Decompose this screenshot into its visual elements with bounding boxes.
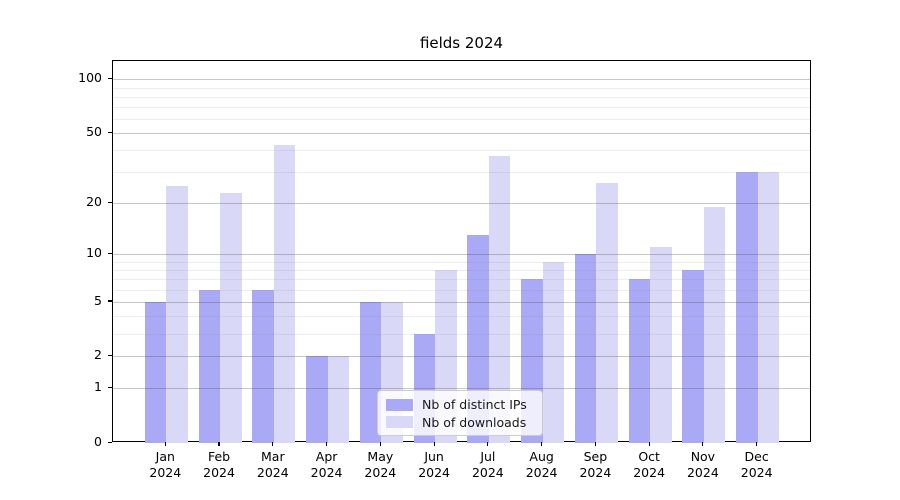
bar-downloads — [542, 261, 565, 443]
bar-distinct-ips — [736, 172, 758, 443]
minor-gridline — [113, 87, 811, 89]
y-tick-label: 0 — [94, 434, 102, 449]
x-tick-mark — [541, 442, 543, 446]
minor-gridline — [113, 96, 811, 98]
bar-distinct-ips — [198, 289, 221, 443]
bar-distinct-ips — [144, 301, 167, 443]
y-tick-mark — [107, 354, 112, 357]
bar-distinct-ips — [628, 279, 651, 443]
bar-distinct-ips — [359, 301, 382, 443]
minor-gridline — [113, 107, 811, 109]
major-gridline — [113, 203, 811, 205]
y-tick-mark — [107, 300, 112, 302]
legend-item: Nb of distinct IPs — [386, 396, 534, 414]
legend: Nb of distinct IPs Nb of downloads — [377, 390, 543, 436]
minor-gridline — [113, 172, 811, 174]
y-tick-mark — [107, 441, 112, 443]
x-tick-label: Jan 2024 — [149, 449, 182, 480]
x-tick-mark — [594, 442, 596, 446]
bar-downloads — [757, 172, 780, 443]
chart-title: fields 2024 — [419, 34, 504, 52]
y-tick-label: 1 — [94, 379, 102, 395]
plot-area — [112, 60, 812, 443]
y-tick-mark — [107, 252, 112, 254]
y-tick-label: 20 — [86, 194, 102, 210]
x-tick-mark — [164, 442, 166, 446]
x-tick-mark — [325, 442, 328, 446]
x-tick-mark — [702, 442, 704, 446]
bar-downloads — [327, 356, 350, 443]
x-tick-label: May 2024 — [364, 449, 397, 480]
major-gridline — [113, 79, 811, 81]
bar-downloads — [273, 144, 296, 443]
x-tick-label: Oct 2024 — [633, 449, 666, 480]
x-tick-label: Feb 2024 — [203, 449, 235, 480]
bar-distinct-ips — [306, 356, 328, 443]
x-tick-mark — [648, 442, 650, 446]
x-tick-label: Jun 2024 — [418, 449, 450, 480]
x-tick-mark — [487, 442, 489, 446]
bar-distinct-ips — [574, 254, 597, 443]
minor-gridline — [113, 119, 811, 121]
y-tick-mark — [107, 386, 112, 389]
legend-swatch-downloads — [386, 416, 413, 429]
y-tick-mark — [107, 201, 112, 203]
x-tick-label: Dec 2024 — [740, 449, 773, 480]
legend-swatch-distinct-ips — [386, 398, 413, 411]
major-gridline — [113, 133, 811, 135]
bar-downloads — [703, 206, 726, 443]
y-tick-label: 100 — [78, 70, 102, 86]
bar-downloads — [596, 183, 618, 443]
x-tick-mark — [756, 442, 758, 446]
y-tick-mark — [107, 77, 112, 80]
legend-item: Nb of downloads — [386, 414, 534, 432]
x-tick-mark — [272, 442, 274, 446]
bar-downloads — [488, 156, 511, 443]
y-tick-label: 2 — [94, 347, 102, 363]
y-tick-label: 5 — [94, 292, 102, 308]
bar-downloads — [220, 192, 242, 443]
x-tick-label: Jul 2024 — [471, 449, 504, 480]
legend-item-label: Nb of distinct IPs — [422, 397, 527, 413]
x-tick-label: Nov 2024 — [686, 449, 719, 480]
bar-downloads — [166, 186, 188, 443]
y-tick-label: 50 — [86, 124, 102, 140]
bar-distinct-ips — [252, 289, 274, 443]
bar-distinct-ips — [682, 269, 704, 443]
bar-downloads — [650, 247, 672, 443]
legend-item-label: Nb of downloads — [422, 414, 527, 430]
x-tick-label: Apr 2024 — [310, 449, 343, 480]
x-tick-label: Sep 2024 — [579, 449, 612, 480]
x-tick-label: Aug 2024 — [525, 449, 558, 480]
x-tick-mark — [433, 442, 435, 446]
minor-gridline — [113, 150, 811, 152]
x-tick-mark — [379, 442, 381, 446]
y-tick-label: 10 — [86, 245, 102, 261]
x-tick-mark — [218, 442, 220, 446]
y-tick-mark — [107, 131, 112, 133]
x-tick-label: Mar 2024 — [256, 449, 289, 480]
